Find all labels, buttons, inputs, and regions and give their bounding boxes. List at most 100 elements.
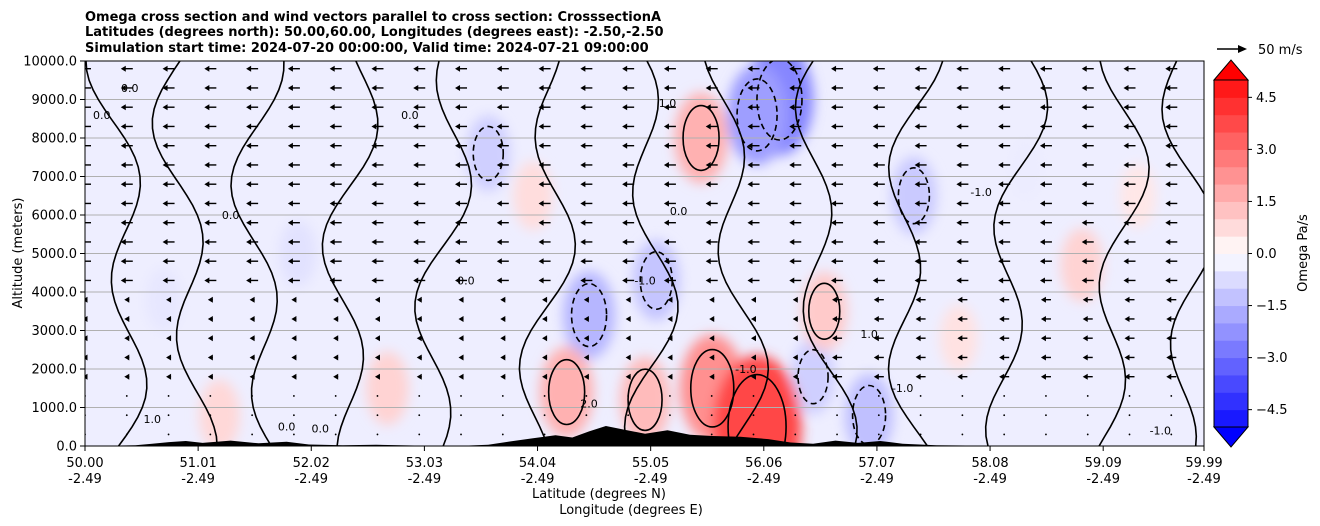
wind-vector	[1170, 414, 1173, 417]
wind-vector	[416, 354, 422, 361]
wind-vector	[1123, 65, 1136, 72]
wind-vector	[85, 296, 88, 303]
contour-zero	[518, 61, 577, 446]
wind-vector	[416, 296, 422, 303]
colorbar: 4.5 3.0 1.5 0.0 −1.5 −3.0 −4.5	[1212, 59, 1288, 448]
wind-vector	[957, 354, 968, 361]
wind-vector	[956, 161, 969, 168]
omega-anomaly	[1119, 163, 1156, 228]
wind-vector	[622, 258, 635, 265]
wind-vector	[999, 296, 1010, 303]
omega-contours	[85, 61, 1204, 446]
wind-vector	[831, 277, 844, 284]
colorbar-segment	[1214, 374, 1248, 393]
colorbar-segment	[1214, 253, 1248, 272]
x-tick-label-lon: -2.49	[294, 472, 328, 487]
wind-vector	[831, 181, 844, 188]
wind-vector	[371, 181, 384, 188]
wind-vector	[1081, 161, 1094, 168]
wind-vector	[120, 277, 133, 284]
wind-vector	[625, 296, 631, 303]
colorbar-tick-label: −3.0	[1256, 351, 1288, 366]
wind-vector	[120, 238, 133, 245]
wind-vector	[1124, 315, 1135, 322]
reference-vector: 50 m/s	[1217, 43, 1303, 58]
wind-vector	[167, 433, 170, 436]
wind-vector	[1082, 354, 1093, 361]
wind-vector	[705, 258, 718, 265]
wind-vector	[291, 296, 297, 303]
wind-vector	[209, 395, 212, 397]
x-axis: 50.00-2.4951.01-2.4952.02-2.4953.03-2.49…	[66, 446, 1223, 487]
wind-vector	[747, 104, 760, 111]
title-line-2: Latitudes (degrees north): 50.00,60.00, …	[85, 25, 664, 40]
y-tick-label: 2000.0	[32, 363, 78, 378]
wind-vector	[293, 433, 295, 436]
wind-vector	[872, 104, 885, 111]
wind-vector	[663, 65, 676, 72]
wind-vector	[747, 84, 760, 91]
contour-zero	[414, 61, 473, 446]
x-tick-label-lon: -2.49	[973, 472, 1007, 487]
wind-vector	[752, 433, 755, 436]
wind-vector	[919, 395, 922, 397]
wind-vector	[287, 200, 300, 207]
colorbar-segment	[1214, 80, 1248, 98]
wind-vector	[162, 238, 175, 245]
wind-vector	[957, 315, 968, 322]
wind-vector	[998, 200, 1011, 207]
contour-negative	[570, 282, 608, 348]
contour-positive	[689, 348, 735, 428]
x-tick-label-lat: 58.08	[971, 456, 1008, 471]
wind-vector	[998, 123, 1011, 130]
wind-vector	[249, 354, 255, 361]
wind-vector	[872, 219, 885, 226]
wind-vector	[831, 258, 844, 265]
colorbar-extend-min	[1212, 426, 1250, 448]
wind-vector	[956, 181, 969, 188]
wind-vector	[956, 277, 969, 284]
wind-vector	[915, 315, 926, 322]
x-tick-label-lon: -2.49	[634, 472, 668, 487]
contour-positive	[682, 104, 720, 172]
wind-vector	[418, 414, 421, 417]
wind-vector	[413, 277, 426, 284]
wind-vector	[622, 142, 635, 149]
colorbar-segment	[1214, 305, 1248, 324]
wind-vector	[246, 219, 259, 226]
wind-vector	[460, 414, 462, 417]
wind-vector	[1040, 373, 1051, 380]
wind-vector	[120, 181, 133, 188]
wind-vector	[291, 354, 297, 361]
wind-vector	[789, 161, 802, 168]
wind-vector	[1045, 395, 1047, 397]
y-tick-label: 3000.0	[32, 324, 78, 339]
wind-vector	[1123, 219, 1136, 226]
wind-vector	[625, 354, 631, 361]
contour-zero	[1161, 61, 1204, 446]
colorbar-tick-label: 0.0	[1256, 247, 1277, 262]
wind-vector	[246, 277, 259, 284]
wind-vector	[1039, 277, 1052, 284]
wind-vector	[831, 104, 844, 111]
reference-arrow-head	[1238, 45, 1247, 53]
wind-vector	[1039, 104, 1052, 111]
wind-vector	[1123, 123, 1136, 130]
contour-label: 1.0	[860, 328, 878, 341]
x-tick-label-lat: 59.99	[1185, 456, 1222, 471]
wind-vector	[500, 335, 506, 342]
wind-vector	[204, 123, 217, 130]
wind-vector	[914, 258, 927, 265]
wind-vector	[915, 335, 926, 342]
wind-vector	[998, 65, 1011, 72]
wind-vector	[293, 395, 295, 397]
contour-zero	[85, 61, 148, 446]
x-tick-label-lon: -2.49	[68, 472, 102, 487]
wind-vector	[873, 373, 884, 380]
wind-vector	[622, 104, 635, 111]
wind-vector	[413, 123, 426, 130]
plot-area: 0.0 0.0 0.0 0.0 0.0 0.0 1.0 -1.0 -1.0 -1.0 -1.0 1.0…	[85, 61, 1204, 446]
wind-vector	[1082, 335, 1093, 342]
colorbar-label: Omega Pa/s	[1296, 214, 1311, 292]
contour-negative	[851, 384, 887, 446]
